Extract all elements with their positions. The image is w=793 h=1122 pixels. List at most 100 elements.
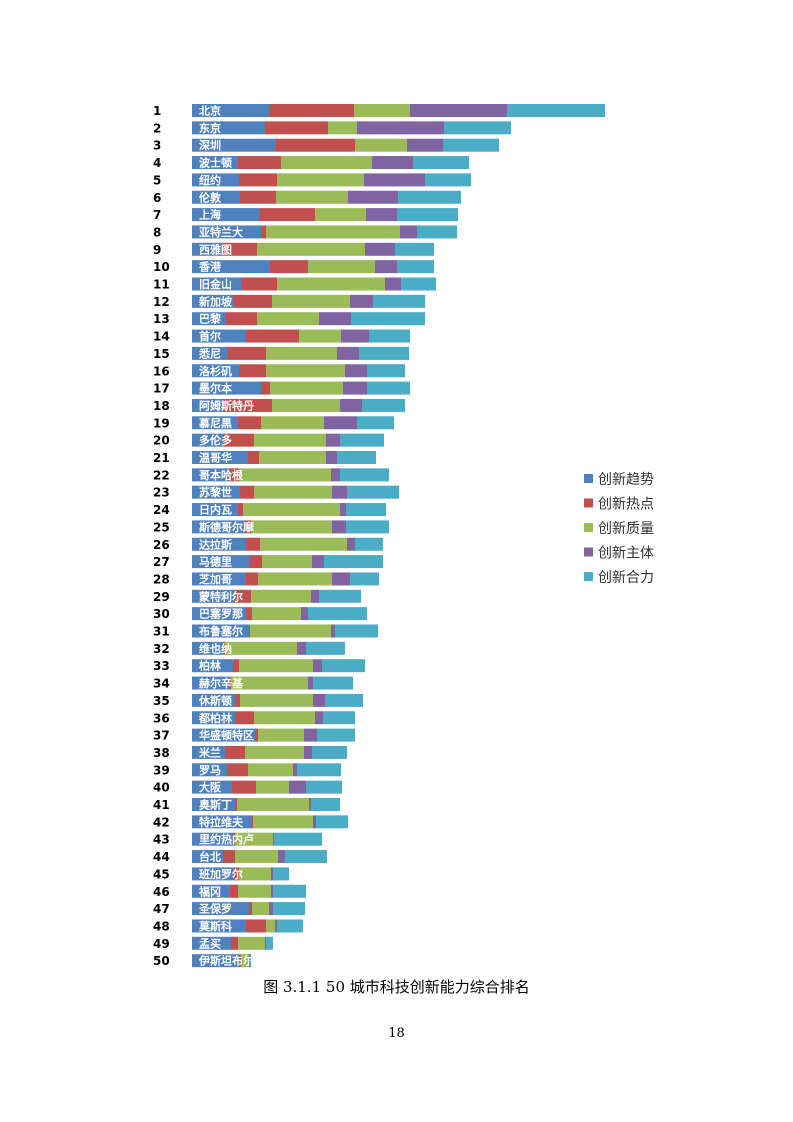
- city-label: 福冈: [198, 884, 221, 898]
- city-label: 香港: [198, 260, 222, 274]
- bar-segment-43-2: [233, 832, 235, 846]
- rank-label: 21: [153, 451, 170, 465]
- rank-label: 31: [153, 625, 170, 639]
- legend-swatch-1: [584, 474, 593, 483]
- bar-segment-41-4: [309, 798, 311, 811]
- bar-segment-6-4: [348, 190, 398, 204]
- bar-segment-18-3: [272, 398, 340, 412]
- bar-segment-43-3: [235, 832, 273, 846]
- bar-segment-37-3: [258, 728, 304, 742]
- bar-segment-33-5: [322, 659, 365, 673]
- bar-segment-23-1: [192, 485, 240, 499]
- bar-segment-29-1: [192, 589, 235, 603]
- bar-segment-7-4: [366, 208, 397, 222]
- rank-label: 18: [153, 399, 170, 413]
- city-label: 伊斯坦布尔: [198, 954, 254, 968]
- bar-segment-20-3: [254, 433, 326, 447]
- city-label: 维也纳: [199, 641, 232, 655]
- bar-segment-44-1: [192, 850, 223, 864]
- city-label: 米兰: [198, 745, 221, 759]
- bar-segment-11-1: [192, 277, 242, 291]
- bar-segment-14-1: [192, 329, 246, 343]
- bar-segment-9-4: [365, 242, 395, 256]
- bar-segment-49-4: [265, 936, 266, 950]
- bar-segment-42-1: [192, 815, 252, 829]
- bar-segment-9-3: [257, 242, 365, 256]
- bar-segment-28-4: [332, 572, 350, 586]
- rank-label: 44: [153, 850, 170, 864]
- bar-segment-30-2: [246, 607, 252, 621]
- bar-segment-12-2: [234, 294, 272, 308]
- bar-segment-4-4: [372, 156, 413, 170]
- bar-segment-26-1: [192, 537, 246, 551]
- bar-segment-9-5: [395, 242, 434, 256]
- rank-label: 42: [153, 815, 170, 829]
- bar-segment-41-2: [235, 798, 237, 811]
- bar-segment-44-3: [235, 850, 278, 864]
- bar-segment-35-5: [325, 693, 363, 707]
- bar-segment-5-5: [425, 173, 471, 187]
- bar-segment-40-3: [256, 780, 289, 794]
- bar-segment-22-1: [192, 468, 229, 482]
- bar-segment-45-5: [273, 867, 289, 881]
- rank-label: 3: [153, 139, 161, 153]
- bar-segment-43-5: [274, 832, 322, 846]
- rank-label: 4: [153, 156, 161, 170]
- bar-segment-49-2: [231, 936, 238, 950]
- bar-segment-15-1: [192, 346, 228, 360]
- bar-segment-22-5: [340, 468, 389, 482]
- bar-segment-31-5: [335, 624, 378, 638]
- bar-segment-39-2: [227, 763, 248, 777]
- bar-segment-11-5: [401, 277, 436, 291]
- bar-segment-46-4: [271, 884, 273, 898]
- bar-segment-44-5: [285, 850, 327, 864]
- bar-segment-18-2: [224, 398, 272, 412]
- bar-segment-7-1: [192, 208, 260, 222]
- bar-segment-25-4: [332, 520, 346, 534]
- bar-segment-50-1: [192, 954, 239, 968]
- legend-swatch-4: [584, 547, 593, 557]
- rank-label: 12: [153, 295, 170, 309]
- bar-segment-41-5: [311, 798, 340, 811]
- bar-segment-41-1: [192, 798, 235, 811]
- rank-label: 25: [153, 520, 170, 534]
- bar-segment-29-5: [319, 589, 361, 603]
- rank-label: 11: [153, 278, 170, 292]
- bar-segment-32-3: [225, 641, 297, 655]
- bar-segment-16-5: [367, 364, 405, 378]
- rank-label: 33: [153, 659, 170, 673]
- bar-segment-14-3: [299, 329, 341, 343]
- rank-label: 5: [153, 173, 161, 187]
- bar-segment-24-1: [192, 503, 238, 517]
- bar-segment-19-5: [357, 416, 394, 430]
- bar-segment-35-3: [240, 693, 313, 707]
- bar-segment-6-3: [276, 190, 348, 204]
- rank-label: 10: [153, 260, 170, 274]
- rank-label: 29: [153, 590, 170, 604]
- city-label: 圣保罗: [198, 902, 232, 916]
- bar-segment-26-5: [355, 537, 383, 551]
- bar-segment-26-4: [347, 537, 355, 551]
- city-label: 苏黎世: [199, 485, 232, 499]
- city-label: 深圳: [199, 138, 221, 152]
- bar-segment-43-1: [192, 832, 233, 846]
- bar-segment-18-1: [192, 398, 224, 412]
- bar-segment-28-3: [258, 572, 332, 586]
- bar-segment-40-1: [192, 780, 232, 794]
- bar-segment-6-5: [398, 190, 461, 204]
- rank-label: 16: [153, 364, 170, 378]
- bar-segment-8-2: [261, 225, 266, 239]
- legend-label-3: 创新质量: [598, 521, 654, 537]
- bar-segment-39-3: [248, 763, 293, 777]
- bar-segment-27-1: [192, 555, 250, 569]
- bar-segment-17-1: [192, 381, 261, 395]
- rank-label: 35: [153, 694, 170, 708]
- bar-segment-42-5: [316, 815, 348, 829]
- bar-segment-34-2: [230, 676, 231, 690]
- bar-segment-36-2: [235, 711, 254, 725]
- city-label: 阿姆斯特丹: [199, 398, 254, 412]
- rank-label: 38: [153, 746, 170, 760]
- bar-segment-31-3: [250, 624, 331, 638]
- bar-segment-8-1: [192, 225, 261, 239]
- bar-segment-27-3: [262, 555, 312, 569]
